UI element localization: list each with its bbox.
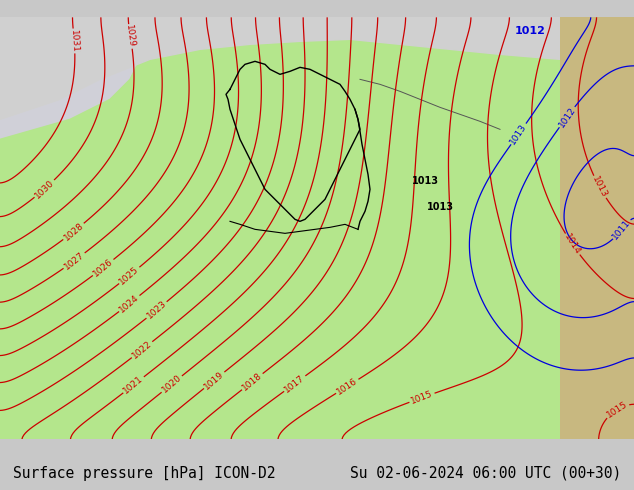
Text: 1021: 1021 bbox=[122, 374, 145, 396]
Text: 1011: 1011 bbox=[611, 218, 633, 241]
Text: 1018: 1018 bbox=[241, 371, 264, 392]
Text: 1024: 1024 bbox=[118, 293, 141, 315]
Text: 1029: 1029 bbox=[124, 24, 136, 49]
Text: 1015: 1015 bbox=[410, 389, 434, 406]
Bar bbox=[560, 17, 634, 440]
Text: Su 02-06-2024 06:00 UTC (00+30): Su 02-06-2024 06:00 UTC (00+30) bbox=[350, 466, 621, 481]
Text: Surface pressure [hPa] ICON-D2: Surface pressure [hPa] ICON-D2 bbox=[13, 466, 275, 481]
Text: 1013: 1013 bbox=[427, 202, 453, 212]
Text: 1013: 1013 bbox=[508, 122, 529, 146]
Text: 1012: 1012 bbox=[515, 26, 545, 36]
Text: 1028: 1028 bbox=[62, 220, 85, 243]
Text: 1013: 1013 bbox=[590, 175, 609, 199]
Bar bbox=[560, 17, 634, 440]
Text: 1017: 1017 bbox=[283, 373, 307, 394]
Polygon shape bbox=[0, 17, 634, 120]
Text: 1014: 1014 bbox=[562, 232, 582, 256]
Text: 1015: 1015 bbox=[605, 399, 629, 420]
Text: 1030: 1030 bbox=[33, 178, 56, 200]
Text: 1019: 1019 bbox=[202, 369, 226, 391]
Text: 1025: 1025 bbox=[118, 265, 141, 286]
Text: 1026: 1026 bbox=[91, 257, 115, 278]
Text: 1020: 1020 bbox=[160, 373, 183, 395]
Text: 1031: 1031 bbox=[69, 29, 79, 53]
Text: 1012: 1012 bbox=[557, 105, 577, 129]
Text: 1013: 1013 bbox=[411, 176, 439, 186]
Polygon shape bbox=[0, 19, 560, 440]
Text: 1027: 1027 bbox=[62, 250, 86, 271]
Text: 1022: 1022 bbox=[131, 339, 153, 361]
Text: 1023: 1023 bbox=[145, 299, 168, 321]
Text: 1016: 1016 bbox=[335, 376, 359, 396]
